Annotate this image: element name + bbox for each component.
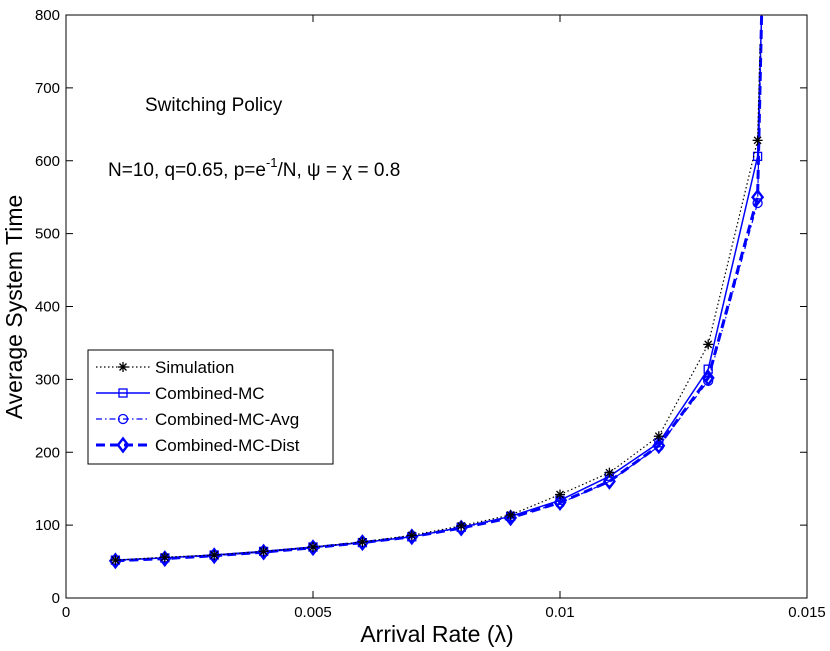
params-prefix: N=10, q=0.65, p=e — [108, 160, 266, 181]
data-point — [604, 467, 615, 478]
y-tick-label: 500 — [35, 226, 60, 243]
y-tick-label: 800 — [35, 7, 60, 24]
y-tick-label: 400 — [35, 299, 60, 316]
data-point — [406, 530, 417, 541]
x-tick-label: 0 — [62, 604, 70, 621]
data-point — [159, 552, 170, 563]
policy-annotation: Switching Policy — [145, 95, 283, 116]
data-point — [703, 364, 713, 374]
data-point — [108, 552, 122, 570]
data-point — [555, 489, 565, 500]
data-point — [207, 547, 221, 565]
y-tick-label: 0 — [52, 590, 60, 607]
x-tick-label: 0.015 — [788, 604, 826, 621]
data-point — [701, 369, 715, 387]
data-point — [355, 534, 369, 552]
data-point — [110, 555, 121, 566]
data-point — [505, 509, 516, 520]
legend-item: Combined-MC-Dist — [96, 436, 300, 455]
data-point — [751, 188, 765, 206]
data-point — [258, 546, 269, 557]
params-superscript: -1 — [266, 155, 278, 170]
data-point — [308, 541, 318, 552]
y-tick-label: 200 — [35, 444, 60, 461]
data-point — [752, 197, 763, 209]
data-point — [703, 339, 714, 350]
data-point — [456, 520, 467, 531]
y-axis-title: Average System Time — [1, 195, 27, 420]
legend-item: Simulation — [96, 358, 234, 377]
data-point — [752, 135, 763, 146]
data-point — [653, 431, 664, 442]
legend-item: Combined-MC-Avg — [96, 410, 299, 429]
legend-marker — [117, 413, 129, 425]
y-tick-label: 600 — [35, 153, 60, 170]
legend-label: Combined-MC-Dist — [155, 436, 300, 455]
data-layer — [108, 14, 765, 570]
legend-label: Simulation — [155, 358, 234, 377]
legend-label: Combined-MC — [155, 384, 265, 403]
legend-item: Combined-MC — [96, 384, 265, 403]
params-suffix: /N, ψ = χ = 0.8 — [278, 160, 401, 181]
data-point — [209, 550, 220, 561]
data-point — [357, 536, 368, 547]
data-point — [257, 543, 271, 561]
legend-label: Combined-MC-Avg — [155, 410, 299, 429]
data-point — [602, 472, 616, 490]
series-simulation — [110, 44, 763, 566]
legend: Simulation Combined-MC Combined-MC-Avg Comb… — [87, 349, 334, 465]
x-tick-label: 0.01 — [545, 604, 574, 621]
parameters-annotation: N=10, q=0.65, p=e-1/N, ψ = χ = 0.8 — [108, 155, 400, 181]
data-point — [703, 375, 714, 386]
legend-marker — [116, 436, 130, 454]
series-line — [115, 44, 761, 561]
data-point — [306, 539, 320, 557]
y-tick-label: 700 — [35, 80, 60, 97]
legend-marker — [118, 362, 128, 372]
y-tick-label: 300 — [35, 371, 60, 388]
legend-marker — [118, 388, 128, 398]
x-tick-label: 0.005 — [294, 604, 332, 621]
axes-ticks: 0 0.005 0.01 0.015 0 100 200 300 400 500 600 700 800 — [35, 7, 826, 621]
y-tick-label: 100 — [35, 517, 60, 534]
x-axis-title: Arrival Rate (λ) — [360, 621, 513, 647]
